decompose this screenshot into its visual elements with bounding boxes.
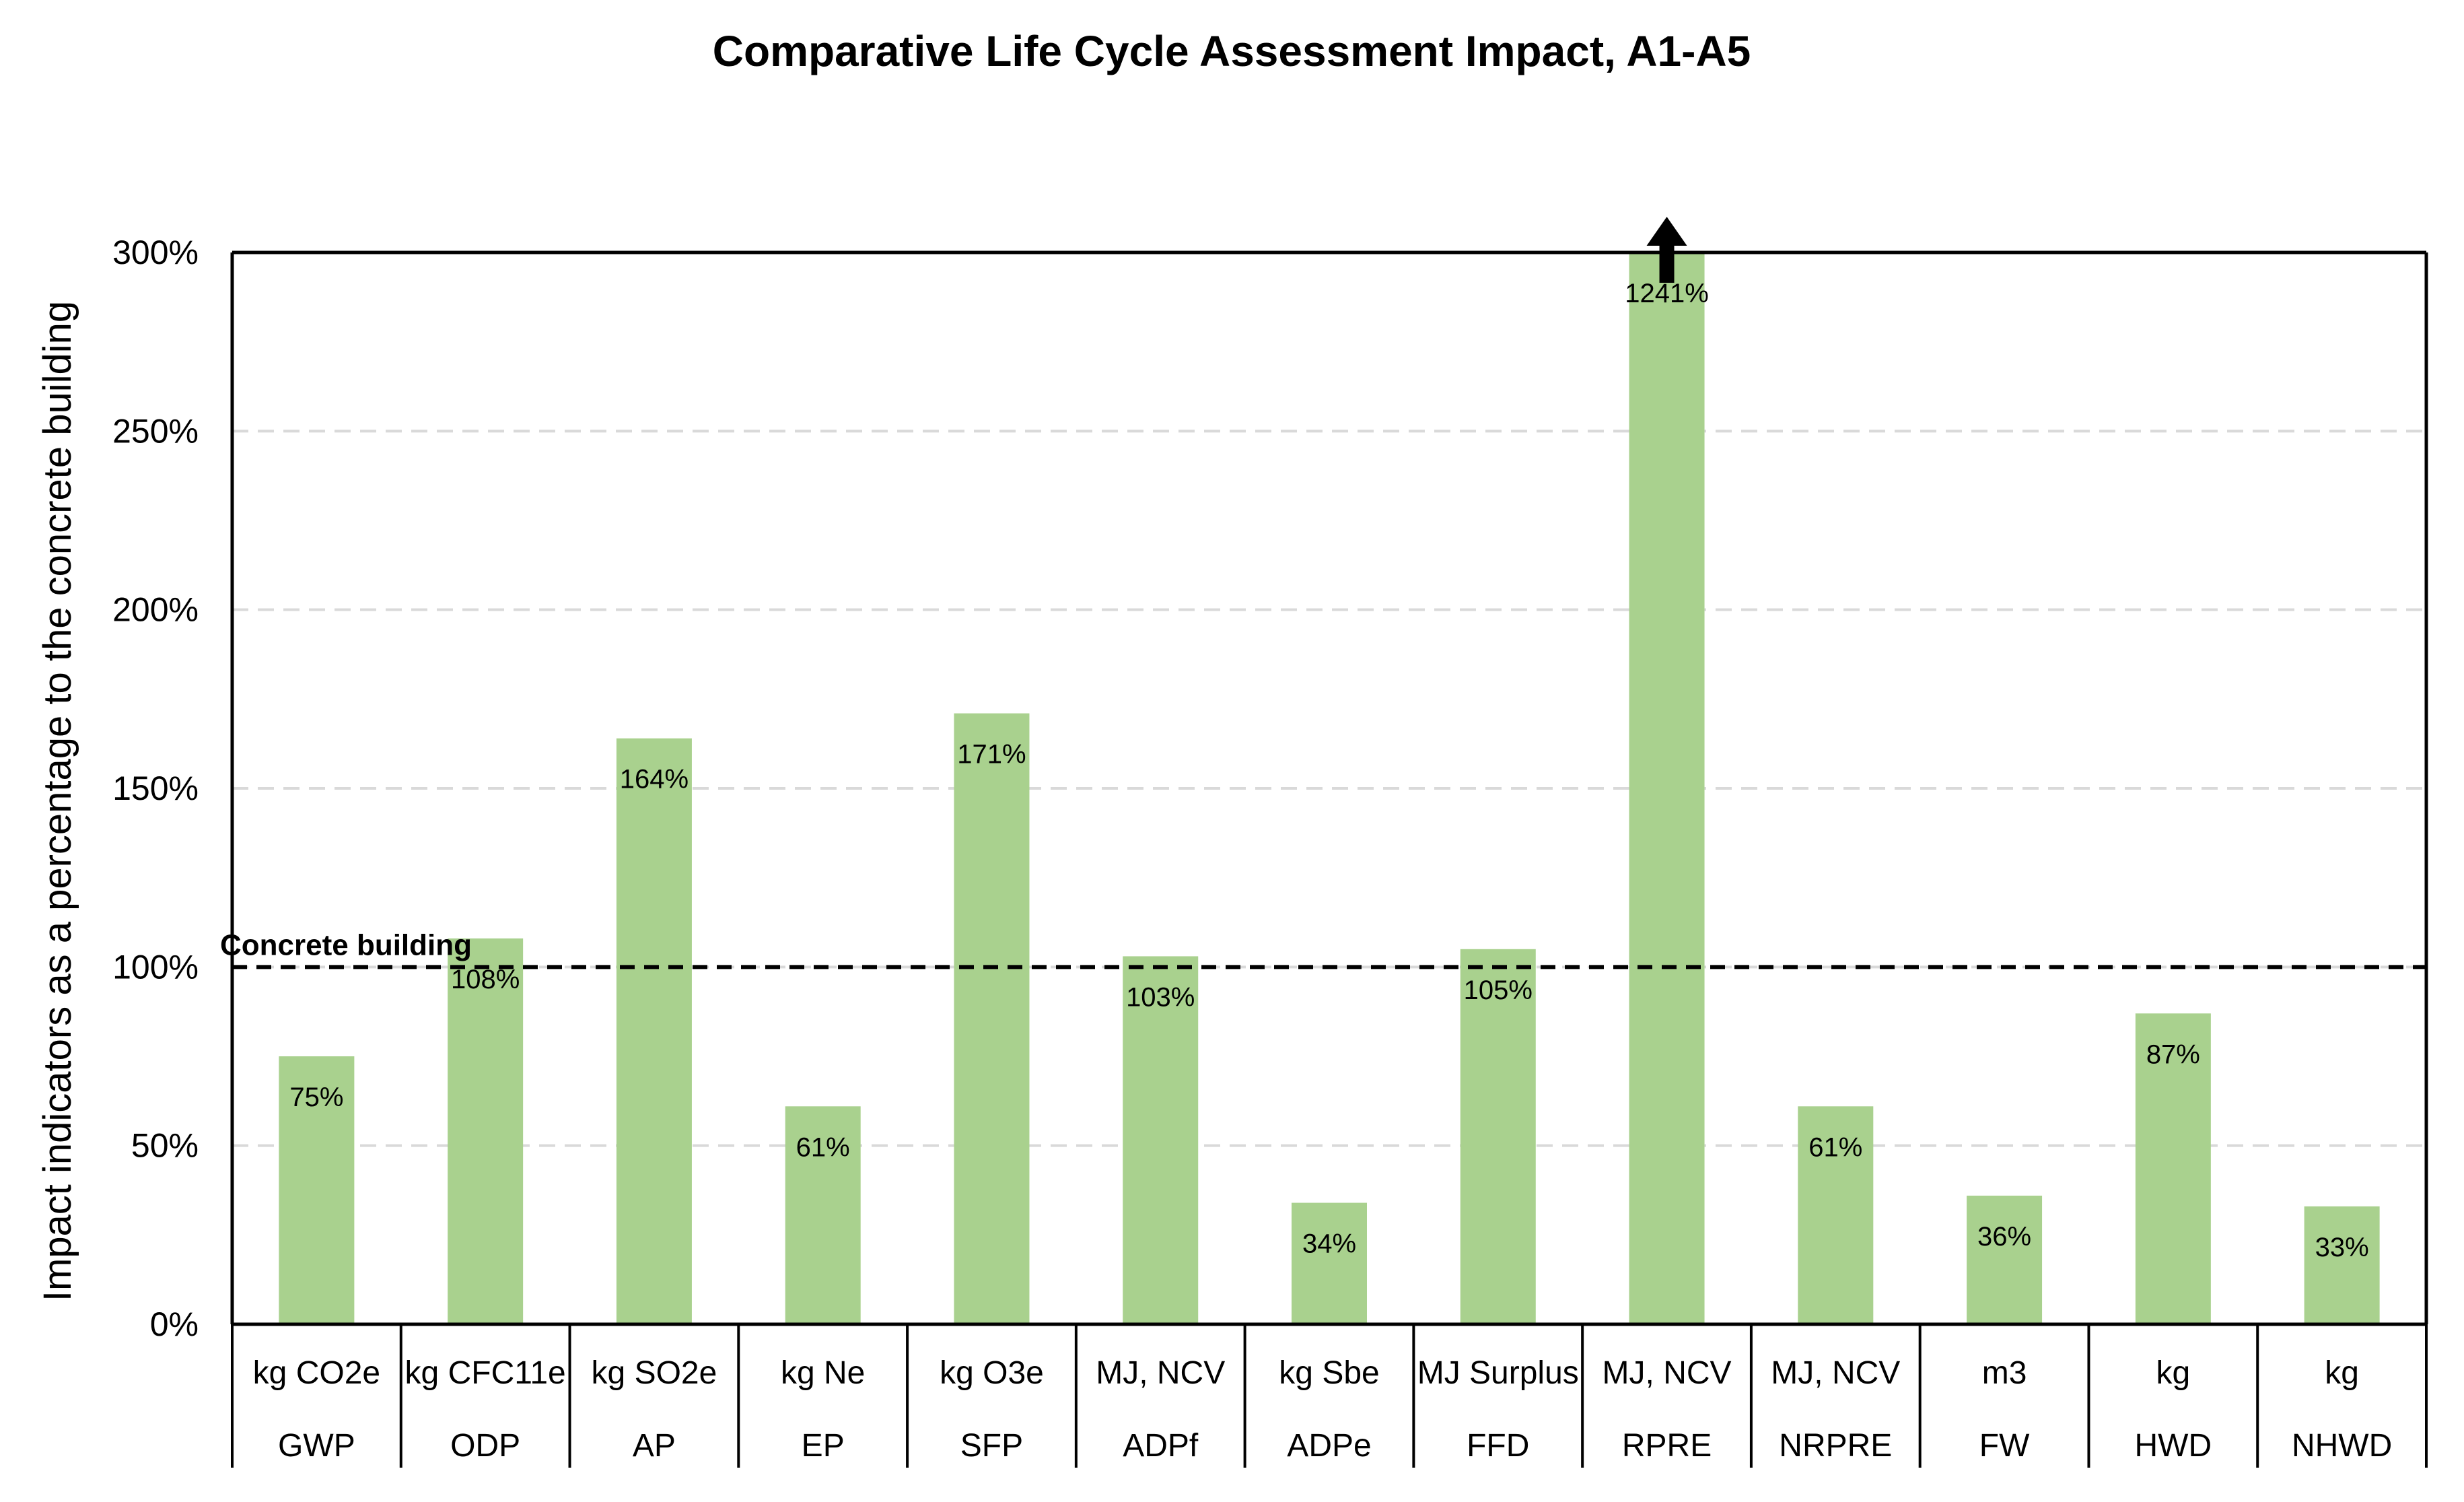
x-category-unit: kg [2325,1355,2359,1391]
data-label: 164% [620,765,689,794]
data-label: 36% [1977,1222,2031,1252]
x-category-name: ODP [450,1428,520,1464]
bar-gwp [279,1056,355,1324]
y-tick-label: 200% [112,591,199,629]
data-label: 33% [2315,1233,2369,1262]
x-category-unit: MJ Surplus [1417,1355,1579,1391]
bar-ap [616,738,692,1324]
y-tick-label: 50% [131,1127,199,1165]
bar-fw [1967,1195,2043,1324]
reference-line-group: Concrete building [220,928,2426,969]
x-category-unit: MJ, NCV [1603,1355,1732,1391]
y-tick-label: 100% [112,948,199,986]
off-scale-arrow-shaft [1659,242,1675,283]
x-category-unit: kg CO2e [253,1355,380,1391]
data-label: 1241% [1625,279,1709,308]
x-category-labels: kg CO2e GWP kg CFC11e ODP kg SO2e AP kg Ne EP kg… [253,1355,2393,1464]
bars [279,252,2380,1324]
x-category-unit: MJ, NCV [1771,1355,1900,1391]
y-tick-label: 150% [112,770,199,807]
y-tick-labels: 0% 50% 100% 150% 200% 250% 300% [112,234,199,1343]
data-label: 34% [1302,1229,1356,1259]
bar-ffd [1460,949,1536,1324]
y-tick-label: 250% [112,412,199,450]
x-category-unit: kg CFC11e [405,1355,566,1391]
x-category-unit: MJ, NCV [1096,1355,1225,1391]
x-category-name: RPRE [1622,1428,1712,1464]
bar-adpf [1123,956,1199,1324]
x-category-unit: kg Ne [781,1355,865,1391]
bar-rpre [1629,252,1705,1324]
bar-sfp [954,713,1030,1324]
x-category-name: NRPRE [1779,1428,1892,1464]
data-label: 103% [1126,982,1195,1012]
data-label: 61% [796,1132,850,1162]
data-label: 105% [1464,976,1533,1005]
x-category-name: NHWD [2292,1428,2392,1464]
data-label: 61% [1808,1132,1862,1162]
x-category-name: FW [1979,1428,2030,1464]
data-label: 75% [289,1083,343,1112]
bar-nrpre [1798,1106,1874,1324]
x-category-unit: kg Sbe [1279,1355,1379,1391]
x-category-name: ADPf [1123,1428,1199,1464]
y-tick-label: 300% [112,234,199,271]
data-label: 171% [957,740,1026,770]
x-category-name: AP [633,1428,676,1464]
chart-title: Comparative Life Cycle Assessment Impact… [713,27,1751,75]
x-category-unit: kg O3e [940,1355,1044,1391]
gridlines [232,430,2426,1147]
x-category-name: SFP [960,1428,1023,1464]
x-category-unit: kg SO2e [592,1355,717,1391]
x-category-name: GWP [278,1428,355,1464]
bar-ep [785,1106,861,1324]
bar-adpe [1292,1202,1367,1324]
reference-line-label: Concrete building [220,928,472,961]
x-category-name: EP [802,1428,845,1464]
data-label: 108% [451,965,520,994]
x-category-name: HWD [2135,1428,2212,1464]
bar-nhwd [2304,1206,2380,1324]
bar-hwd [2135,1013,2211,1324]
y-tick-label: 0% [150,1305,199,1343]
bar-odp [448,938,524,1324]
data-labels: 75% 108% 164% 61% 171% 103% 34% 105% 1241% 61% 36%… [289,279,2368,1262]
off-scale-arrow-head [1646,217,1687,246]
x-category-name: ADPe [1287,1428,1371,1464]
x-category-unit: kg [2156,1355,2190,1391]
data-label: 87% [2146,1039,2200,1069]
axes [230,217,2428,1468]
y-axis-label: Impact indicators as a percentage to the… [36,301,79,1301]
x-category-name: FFD [1467,1428,1529,1464]
x-category-unit: m3 [1982,1355,2027,1391]
